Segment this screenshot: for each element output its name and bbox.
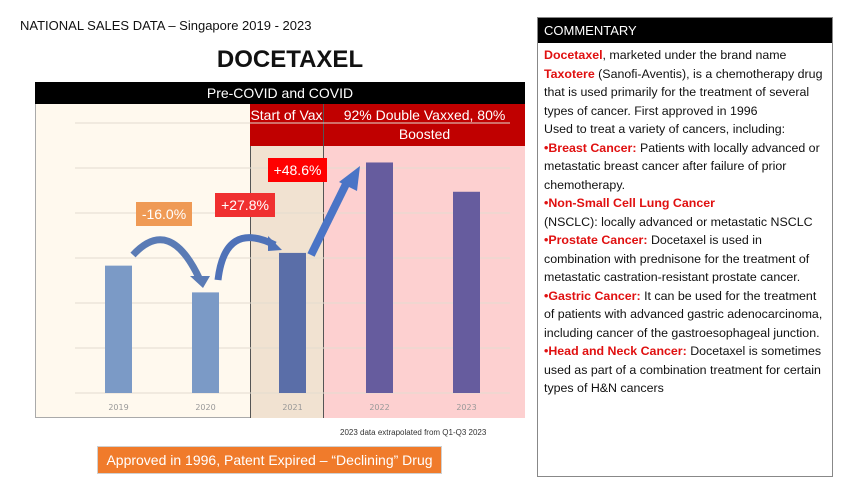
indication-item: •Head and Neck Cancer: Docetaxel is some… [544,342,826,398]
x-tick-label: 2020 [195,403,215,412]
arrow-head [268,236,282,251]
indication-label: •Non-Small Cell Lung Cancer [544,196,715,210]
indication-item: •Prostate Cancer: Docetaxel is used in c… [544,231,826,287]
drug-name: Docetaxel [544,48,603,62]
footnote: 2023 data extrapolated from Q1-Q3 2023 [340,428,487,437]
x-tick-label: 2023 [456,403,476,412]
indication-label: •Gastric Cancer: [544,288,645,303]
intro-text-2: (Sanofi-Aventis), is a chemotherapy drug… [544,66,823,118]
indication-text: (NSCLC): locally advanced or metastatic … [544,214,813,229]
straight-arrow-2021-2022 [307,178,352,257]
bar-2020 [192,292,219,393]
indication-text: Docetaxel is used in combination with pr… [544,233,810,284]
curved-arrow-2019-2020 [130,236,204,282]
bar-2021 [279,252,306,393]
indication-text: Docetaxel is sometimes used as part of a… [544,344,822,395]
commentary-heading: COMMENTARY [538,18,832,43]
brand-name: Taxotere [544,66,595,81]
drug-title: DOCETAXEL [216,46,364,73]
commentary-panel: COMMENTARY Docetaxel, marketed under the… [537,17,833,477]
slide-subtitle: NATIONAL SALES DATA – Singapore 2019 - 2… [20,18,312,33]
x-tick-label: 2022 [369,403,389,412]
indication-label: •Head and Neck Cancer: [544,344,691,358]
zone-label-start-of-vax: Start of Vax [250,104,323,146]
commentary-body: Docetaxel, marketed under the brand name… [538,43,832,401]
bar-2023 [453,191,480,393]
indication-label: •Breast Cancer: [544,140,640,155]
change-badge-2020: -16.0% [136,202,192,226]
change-badge-2021: +27.8% [215,193,275,217]
x-tick-label: 2021 [282,403,302,412]
bar-2019 [105,265,132,393]
zone-boosted [323,104,525,418]
x-tick-label: 2019 [108,403,128,412]
arrow-head [190,276,210,288]
zone-label-boosted: 92% Double Vaxxed, 80% Boosted [324,104,525,146]
change-badge-2022: +48.6% [268,158,327,182]
intro-text: , marketed under the brand name [602,48,787,62]
indication-item: •Gastric Cancer: It can be used for the … [544,287,826,343]
indication-text: Patients with locally advanced or metast… [544,140,820,192]
chart-title: Pre-COVID and COVID [35,82,525,104]
approval-banner: Approved in 1996, Patent Expired – “Decl… [97,446,442,474]
bar-2022 [366,162,393,393]
indication-item: •Breast Cancer: Patients with locally ad… [544,139,826,195]
indication-item: •Non-Small Cell Lung Cancer (NSCLC): loca… [544,194,826,231]
indication-text: It can be used for the treatment of pati… [544,288,823,340]
arrow-head [339,166,360,191]
curved-arrow-2020-2021 [214,234,277,281]
indication-label: •Prostate Cancer: [544,233,651,247]
used-for-text: Used to treat a variety of cancers, incl… [544,122,786,136]
